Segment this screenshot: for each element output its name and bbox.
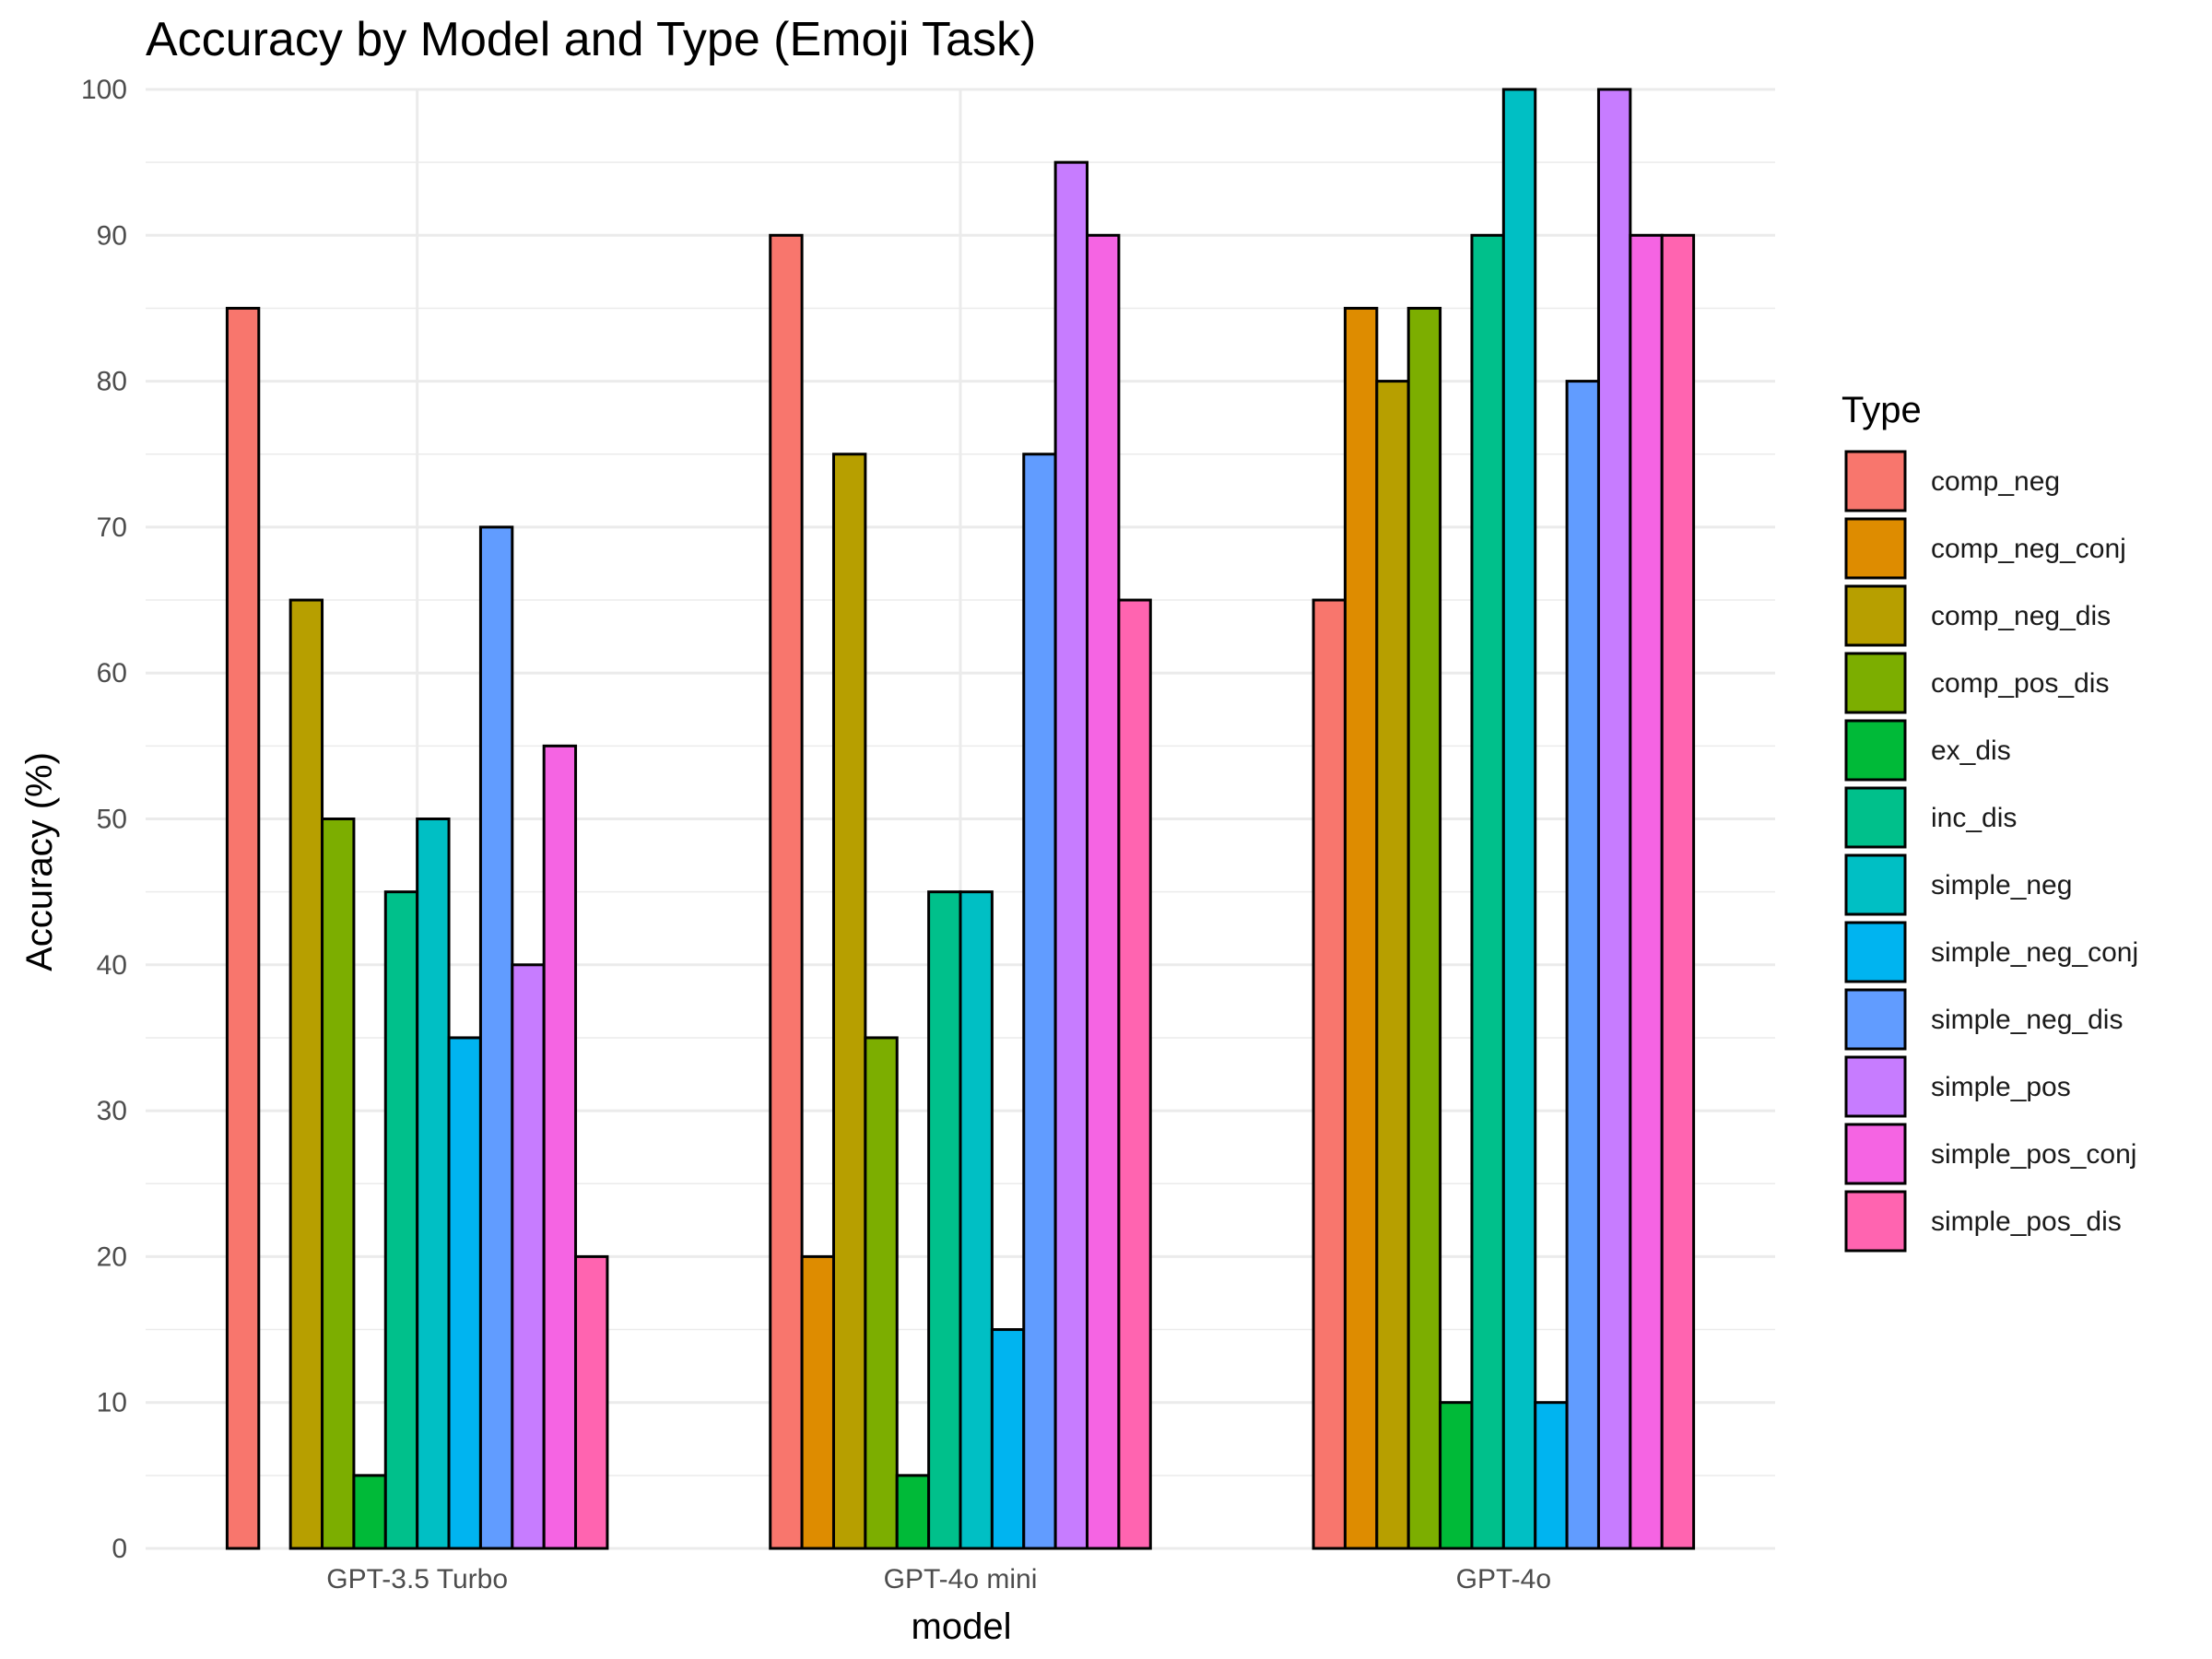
x-tick-label: GPT-4o [1456,1564,1551,1594]
legend-label: simple_pos [1931,1072,2071,1102]
bar [1501,88,1537,1550]
bar [769,233,804,1550]
bar [959,890,994,1550]
x-tick-label: GPT-3.5 Turbo [326,1564,508,1594]
x-tick-label: GPT-4o mini [884,1564,1038,1594]
bar [1470,233,1505,1550]
legend-key [1844,652,1907,714]
y-tick-label: 60 [97,658,127,688]
legend-key [1844,1123,1907,1185]
bar [800,1254,835,1550]
bar [478,525,514,1550]
y-tick-label: 0 [112,1534,127,1564]
bar [1439,1401,1474,1550]
legend-key [1844,584,1907,647]
y-tick-label: 50 [97,805,127,835]
bar [1022,453,1057,1550]
bars [225,88,1696,1550]
x-axis-ticks: GPT-3.5 Turbo GPT-4o mini GPT-4o [326,1564,1551,1594]
y-axis-ticks: 0 10 20 30 40 50 60 70 80 90 100 [81,75,127,1564]
y-tick-label: 20 [97,1241,127,1272]
y-tick-label: 100 [81,75,127,105]
legend-label: comp_neg_conj [1931,534,2126,564]
legend-key [1844,517,1907,580]
bar [1086,233,1121,1550]
legend-label: comp_pos_dis [1931,668,2109,699]
legend-key [1844,1190,1907,1253]
y-tick-label: 10 [97,1388,127,1418]
legend: Type comp_negcomp_neg_conjcomp_neg_disco… [1841,390,2138,1253]
bar [416,818,451,1550]
bar [831,453,867,1550]
legend-label: inc_dis [1931,803,2017,833]
bar [383,890,419,1550]
legend-label: simple_neg_conj [1931,937,2138,968]
legend-key [1844,786,1907,849]
bar [1375,380,1410,1550]
bar [1343,306,1379,1550]
legend-key [1844,450,1907,512]
bar [352,1474,387,1550]
bar [1534,1401,1569,1550]
legend-key [1844,719,1907,782]
bar [1629,233,1664,1550]
y-axis-title: Accuracy (%) [19,752,60,971]
bar [1406,306,1442,1550]
y-tick-label: 80 [97,367,127,397]
legend-label: simple_pos_dis [1931,1206,2122,1237]
bar [511,963,546,1550]
legend-key [1844,921,1907,983]
legend-label: comp_neg_dis [1931,601,2111,631]
bar [864,1036,899,1550]
legend-label: ex_dis [1931,735,2011,766]
legend-label: simple_neg [1931,870,2072,900]
bar [542,744,578,1550]
legend-key [1844,988,1907,1051]
legend-key [1844,853,1907,916]
bar [1660,233,1696,1550]
bar [927,890,962,1550]
legend-items: comp_neg comp_neg_conj comp_neg_dis comp_po… [1844,450,2138,1253]
chart-title: Accuracy by Model and Type (Emoji Task) [146,13,1036,66]
y-tick-label: 30 [97,1096,127,1126]
legend-key [1844,1055,1907,1118]
bar [225,306,261,1550]
bar [1565,380,1600,1550]
bar [321,818,356,1550]
legend-title: Type [1841,390,1922,430]
y-tick-label: 40 [97,950,127,981]
bar [1117,598,1152,1550]
y-tick-label: 90 [97,220,127,251]
bar [288,598,324,1550]
bar [1596,88,1632,1550]
bar [447,1036,482,1550]
bar [990,1328,1026,1550]
legend-label: comp_neg [1931,466,2060,497]
x-axis-title: model [912,1606,1012,1647]
legend-label: simple_neg_dis [1931,1005,2123,1035]
bar [574,1254,609,1550]
bar [1312,598,1347,1550]
legend-label: simple_pos_conj [1931,1139,2136,1170]
bar [895,1474,931,1550]
bar [1053,160,1089,1550]
y-tick-label: 70 [97,512,127,543]
